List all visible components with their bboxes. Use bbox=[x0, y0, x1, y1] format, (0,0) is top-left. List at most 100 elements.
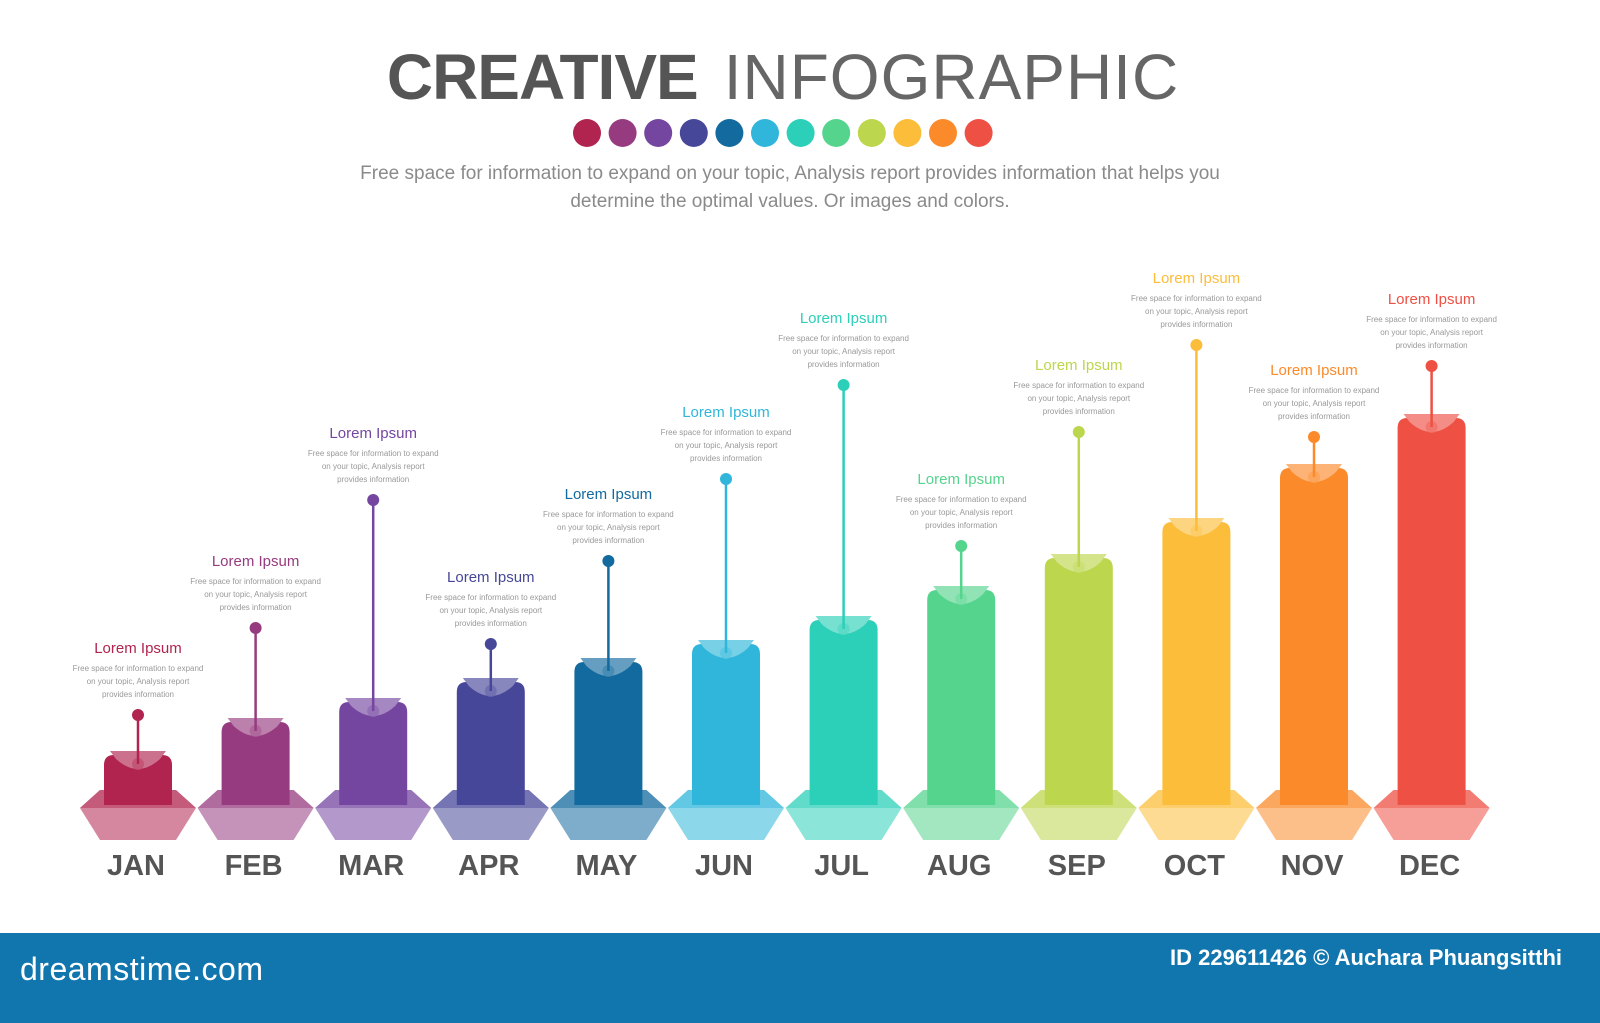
annotation-text: Free space for information to expand bbox=[190, 577, 321, 586]
palette-dot bbox=[715, 119, 744, 147]
subtitle-line-2: determine the optimal values. Or images … bbox=[570, 191, 1010, 212]
annotation-text: on your topic, Analysis report bbox=[1380, 328, 1483, 337]
pin-dot bbox=[955, 540, 968, 552]
bar-oct bbox=[1162, 522, 1231, 805]
month-label-apr: APR bbox=[458, 850, 519, 882]
annotation-text: Free space for information to expand bbox=[543, 510, 674, 519]
bar-jan bbox=[104, 755, 172, 805]
subtitle-line-1: Free space for information to expand on … bbox=[360, 163, 1220, 184]
annotation-text: Free space for information to expand bbox=[1013, 381, 1144, 390]
footer-bar: dreamstime.com ID 229611426 © Auchara Ph… bbox=[0, 933, 1600, 1023]
pin-dot bbox=[1072, 426, 1085, 438]
annotation-text: on your topic, Analysis report bbox=[1263, 399, 1366, 408]
pin-dot bbox=[249, 622, 262, 634]
month-label-dec: DEC bbox=[1399, 850, 1460, 882]
annotation-text: Free space for information to expand bbox=[1131, 294, 1262, 303]
annotation-text: provides information bbox=[1278, 412, 1350, 421]
annotation-text: Free space for information to expand bbox=[778, 334, 909, 343]
month-label-jun: JUN bbox=[695, 850, 753, 882]
pin-dot bbox=[1190, 339, 1203, 351]
palette-dot bbox=[573, 119, 601, 147]
annotation-text: on your topic, Analysis report bbox=[87, 677, 190, 686]
annotation-title: Lorem Ipsum bbox=[1153, 270, 1241, 287]
annotation-title: Lorem Ipsum bbox=[682, 404, 770, 421]
pin-dot bbox=[720, 473, 732, 485]
bar-nov bbox=[1280, 468, 1348, 805]
bar-sep bbox=[1044, 558, 1113, 805]
image-credit: ID 229611426 © Auchara Phuangsitthi bbox=[1170, 945, 1562, 970]
pin-dot bbox=[837, 379, 850, 391]
pin-dot bbox=[1308, 431, 1320, 443]
annotation-text: on your topic, Analysis report bbox=[322, 462, 425, 471]
palette-dot bbox=[608, 119, 637, 147]
month-label-feb: FEB bbox=[225, 850, 283, 882]
annotation-text: on your topic, Analysis report bbox=[1145, 307, 1248, 316]
month-label-nov: NOV bbox=[1281, 850, 1345, 882]
bar-feb bbox=[221, 722, 290, 805]
palette-dot bbox=[751, 119, 779, 147]
palette-dot bbox=[644, 119, 673, 147]
annotation-text: on your topic, Analysis report bbox=[557, 523, 660, 532]
palette-dot bbox=[964, 119, 993, 147]
annotation-title: Lorem Ipsum bbox=[94, 640, 182, 657]
annotation-text: on your topic, Analysis report bbox=[1027, 394, 1130, 403]
annotation-title: Lorem Ipsum bbox=[1035, 357, 1123, 374]
annotation-text: on your topic, Analysis report bbox=[204, 590, 307, 599]
pin-dot bbox=[602, 555, 615, 567]
bar-aug bbox=[927, 590, 996, 805]
month-label-mar: MAR bbox=[338, 850, 404, 882]
month-label-may: MAY bbox=[576, 850, 638, 882]
annotation-text: provides information bbox=[1043, 407, 1115, 416]
palette-dot bbox=[893, 119, 922, 147]
bar-chart: Lorem Ipsum Free space for information to… bbox=[73, 119, 1497, 882]
annotation-text: provides information bbox=[455, 619, 527, 628]
annotation-text: Free space for information to expand bbox=[1249, 386, 1380, 395]
month-label-jul: JUL bbox=[814, 850, 869, 882]
pin-dot bbox=[1425, 360, 1438, 372]
annotation-text: provides information bbox=[220, 603, 292, 612]
dreamstime-logo: dreamstime.com bbox=[20, 951, 264, 987]
annotation-text: on your topic, Analysis report bbox=[675, 441, 778, 450]
month-label-sep: SEP bbox=[1048, 850, 1106, 882]
annotation-text: provides information bbox=[808, 360, 880, 369]
bar-may bbox=[574, 662, 643, 805]
subtitle: Free space for information to expand on … bbox=[300, 160, 1280, 216]
annotation-text: Free space for information to expand bbox=[73, 664, 204, 673]
title-bold: CREATIVE bbox=[386, 41, 699, 113]
annotation-title: Lorem Ipsum bbox=[212, 553, 300, 570]
bar-jul bbox=[809, 620, 878, 805]
bar-jun bbox=[692, 644, 760, 805]
annotation-text: provides information bbox=[690, 454, 762, 463]
month-label-oct: OCT bbox=[1164, 850, 1226, 882]
annotation-text: Free space for information to expand bbox=[425, 593, 556, 602]
month-label-jan: JAN bbox=[107, 850, 165, 882]
bar-apr bbox=[456, 682, 525, 805]
annotation-title: Lorem Ipsum bbox=[565, 486, 653, 503]
bar-mar bbox=[339, 702, 408, 805]
annotation-text: provides information bbox=[102, 690, 174, 699]
palette-dot bbox=[786, 119, 815, 147]
page-title: CREATIVE INFOGRAPHIC bbox=[0, 40, 1566, 114]
pin-dot bbox=[367, 494, 380, 506]
annotation-title: Lorem Ipsum bbox=[917, 471, 1005, 488]
annotation-title: Lorem Ipsum bbox=[800, 310, 888, 327]
palette-dot bbox=[857, 119, 886, 147]
annotation-title: Lorem Ipsum bbox=[447, 569, 535, 586]
bar-dec bbox=[1397, 418, 1466, 805]
annotation-title: Lorem Ipsum bbox=[329, 425, 417, 442]
annotation-text: on your topic, Analysis report bbox=[792, 347, 895, 356]
pin-dot bbox=[132, 709, 144, 721]
annotation-text: provides information bbox=[1160, 320, 1232, 329]
annotation-text: provides information bbox=[337, 475, 409, 484]
annotation-text: provides information bbox=[1396, 341, 1468, 350]
annotation-text: on your topic, Analysis report bbox=[439, 606, 542, 615]
annotation-text: on your topic, Analysis report bbox=[910, 508, 1013, 517]
annotation-text: Free space for information to expand bbox=[896, 495, 1027, 504]
month-label-aug: AUG bbox=[927, 850, 991, 882]
title-light: INFOGRAPHIC bbox=[723, 41, 1180, 113]
annotation-title: Lorem Ipsum bbox=[1388, 291, 1476, 308]
annotation-text: Free space for information to expand bbox=[661, 428, 792, 437]
annotation-title: Lorem Ipsum bbox=[1270, 362, 1358, 379]
palette-dot bbox=[822, 119, 851, 147]
annotation-text: provides information bbox=[925, 521, 997, 530]
